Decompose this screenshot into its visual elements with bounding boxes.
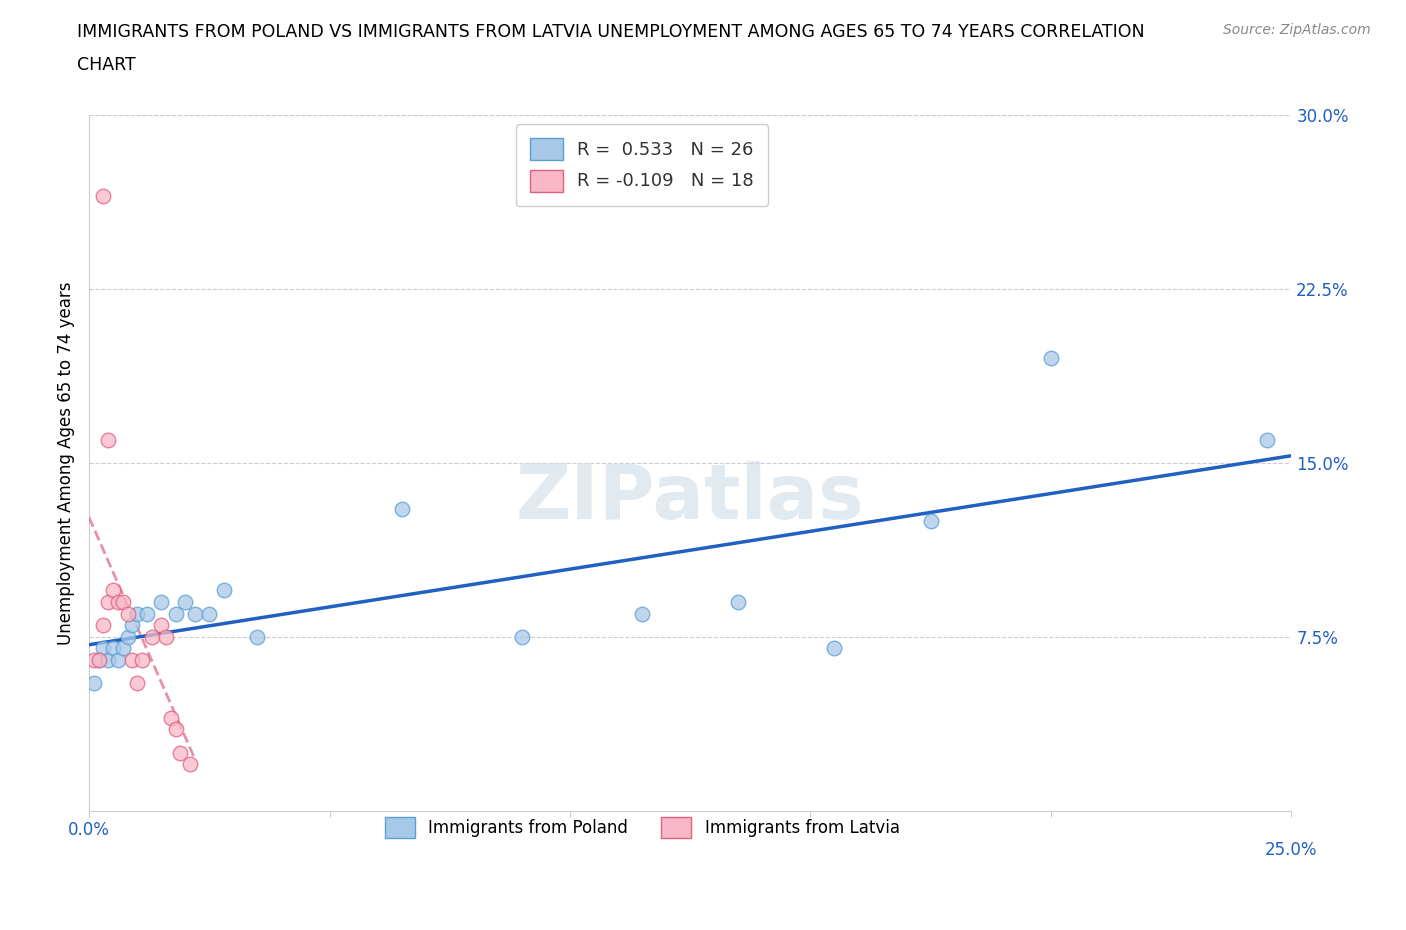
Point [83, 676, 105, 691]
Point [121, 653, 143, 668]
Point [135, 606, 157, 621]
Point [165, 606, 187, 621]
Point [246, 630, 269, 644]
Text: Source: ZipAtlas.com: Source: ZipAtlas.com [1223, 23, 1371, 37]
Point [165, 722, 187, 737]
Y-axis label: Unemployment Among Ages 65 to 74 years: Unemployment Among Ages 65 to 74 years [58, 281, 75, 644]
Point [111, 641, 134, 656]
Point [111, 594, 134, 609]
Point [150, 594, 173, 609]
Legend: Immigrants from Poland, Immigrants from Latvia: Immigrants from Poland, Immigrants from … [371, 804, 912, 851]
Point [107, 594, 129, 609]
Point [155, 630, 177, 644]
Point [184, 606, 207, 621]
Point [87, 653, 110, 668]
Text: ZIPatlas: ZIPatlas [516, 460, 865, 535]
Text: 25.0%: 25.0% [1265, 842, 1317, 859]
Point [117, 630, 139, 644]
Point [179, 757, 201, 772]
Point [131, 653, 153, 668]
Text: IMMIGRANTS FROM POLAND VS IMMIGRANTS FROM LATVIA UNEMPLOYMENT AMONG AGES 65 TO 7: IMMIGRANTS FROM POLAND VS IMMIGRANTS FRO… [77, 23, 1144, 41]
Point [510, 630, 533, 644]
Point [212, 583, 235, 598]
Point [107, 653, 129, 668]
Text: CHART: CHART [77, 56, 136, 73]
Point [127, 676, 149, 691]
Point [1039, 351, 1062, 365]
Point [391, 502, 413, 517]
Point [920, 513, 942, 528]
Point [121, 618, 143, 632]
Point [93, 641, 115, 656]
Point [93, 189, 115, 204]
Point [93, 618, 115, 632]
Point [169, 745, 191, 760]
Point [83, 653, 105, 668]
Point [824, 641, 846, 656]
Point [1256, 432, 1278, 447]
Point [97, 653, 120, 668]
Point [127, 606, 149, 621]
Point [727, 594, 749, 609]
Point [87, 653, 110, 668]
Point [631, 606, 654, 621]
Point [198, 606, 221, 621]
Point [141, 630, 163, 644]
Point [174, 594, 197, 609]
Point [97, 432, 120, 447]
Point [101, 641, 124, 656]
Point [159, 711, 181, 725]
Point [150, 618, 173, 632]
Point [101, 583, 124, 598]
Point [117, 606, 139, 621]
Point [97, 594, 120, 609]
